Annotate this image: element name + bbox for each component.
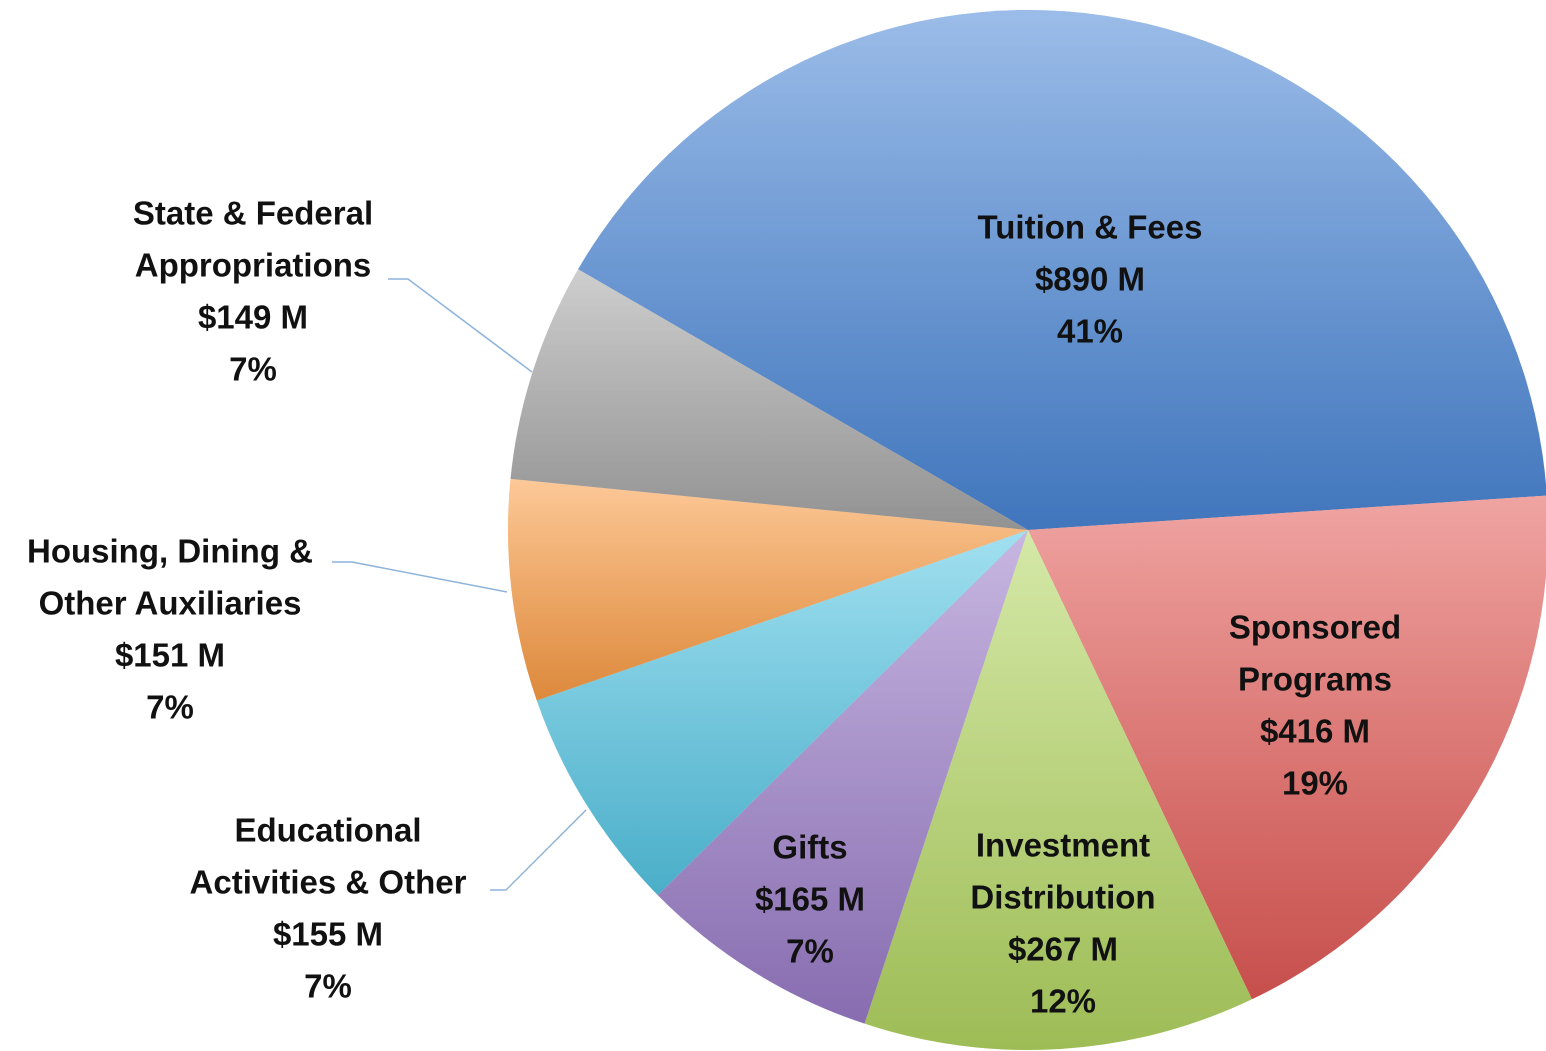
percent-label: 41% bbox=[1057, 313, 1123, 350]
slice-label: Housing, Dining & Other Auxiliaries $151 M… bbox=[27, 533, 313, 726]
label-name: Sponsored bbox=[1229, 609, 1401, 646]
slice-shade bbox=[578, 10, 1546, 530]
label-name: Distribution bbox=[970, 879, 1155, 916]
slice-shade bbox=[657, 530, 1028, 1024]
slice-label: Sponsored Programs $416 M 19% bbox=[1229, 609, 1401, 802]
value-label: $890 M bbox=[1035, 261, 1145, 298]
percent-label: 7% bbox=[304, 968, 352, 1005]
label-name: State & Federal bbox=[133, 195, 373, 232]
value-label: $155 M bbox=[273, 916, 383, 953]
value-label: $149 M bbox=[198, 299, 308, 336]
label-name: Activities & Other bbox=[190, 864, 467, 901]
slice-label: Investment Distribution $267 M 12% bbox=[970, 827, 1155, 1020]
slice-shade bbox=[536, 530, 1028, 896]
slice-shade bbox=[1028, 495, 1546, 1000]
label-name: Gifts bbox=[772, 829, 847, 866]
percent-label: 19% bbox=[1282, 765, 1348, 802]
label-name: Appropriations bbox=[135, 247, 372, 284]
value-label: $165 M bbox=[755, 881, 865, 918]
slice-label: Educational Activities & Other $155 M 7% bbox=[190, 812, 467, 1005]
percent-label: 7% bbox=[146, 689, 194, 726]
label-name: Housing, Dining & bbox=[27, 533, 313, 570]
value-label: $267 M bbox=[1008, 931, 1118, 968]
label-name: Educational bbox=[234, 812, 421, 849]
label-name: Other Auxiliaries bbox=[39, 585, 302, 622]
leader-line bbox=[332, 561, 508, 593]
percent-label: 7% bbox=[229, 351, 277, 388]
slice-shade bbox=[510, 269, 1029, 530]
leader-line bbox=[490, 809, 587, 891]
percent-label: 7% bbox=[786, 933, 834, 970]
label-name: Programs bbox=[1238, 661, 1392, 698]
slice-label: State & Federal Appropriations $149 M 7% bbox=[133, 195, 373, 388]
value-label: $151 M bbox=[115, 637, 225, 674]
percent-label: 12% bbox=[1030, 983, 1096, 1020]
leader-line bbox=[388, 278, 533, 373]
label-name: Investment bbox=[976, 827, 1150, 864]
slice-label: Gifts $165 M 7% bbox=[755, 829, 865, 970]
value-label: $416 M bbox=[1260, 713, 1370, 750]
slice-shade bbox=[864, 530, 1252, 1050]
slice-shade bbox=[507, 478, 1028, 701]
slice-label: Tuition & Fees $890 M 41% bbox=[978, 209, 1203, 350]
label-name: Tuition & Fees bbox=[978, 209, 1203, 246]
